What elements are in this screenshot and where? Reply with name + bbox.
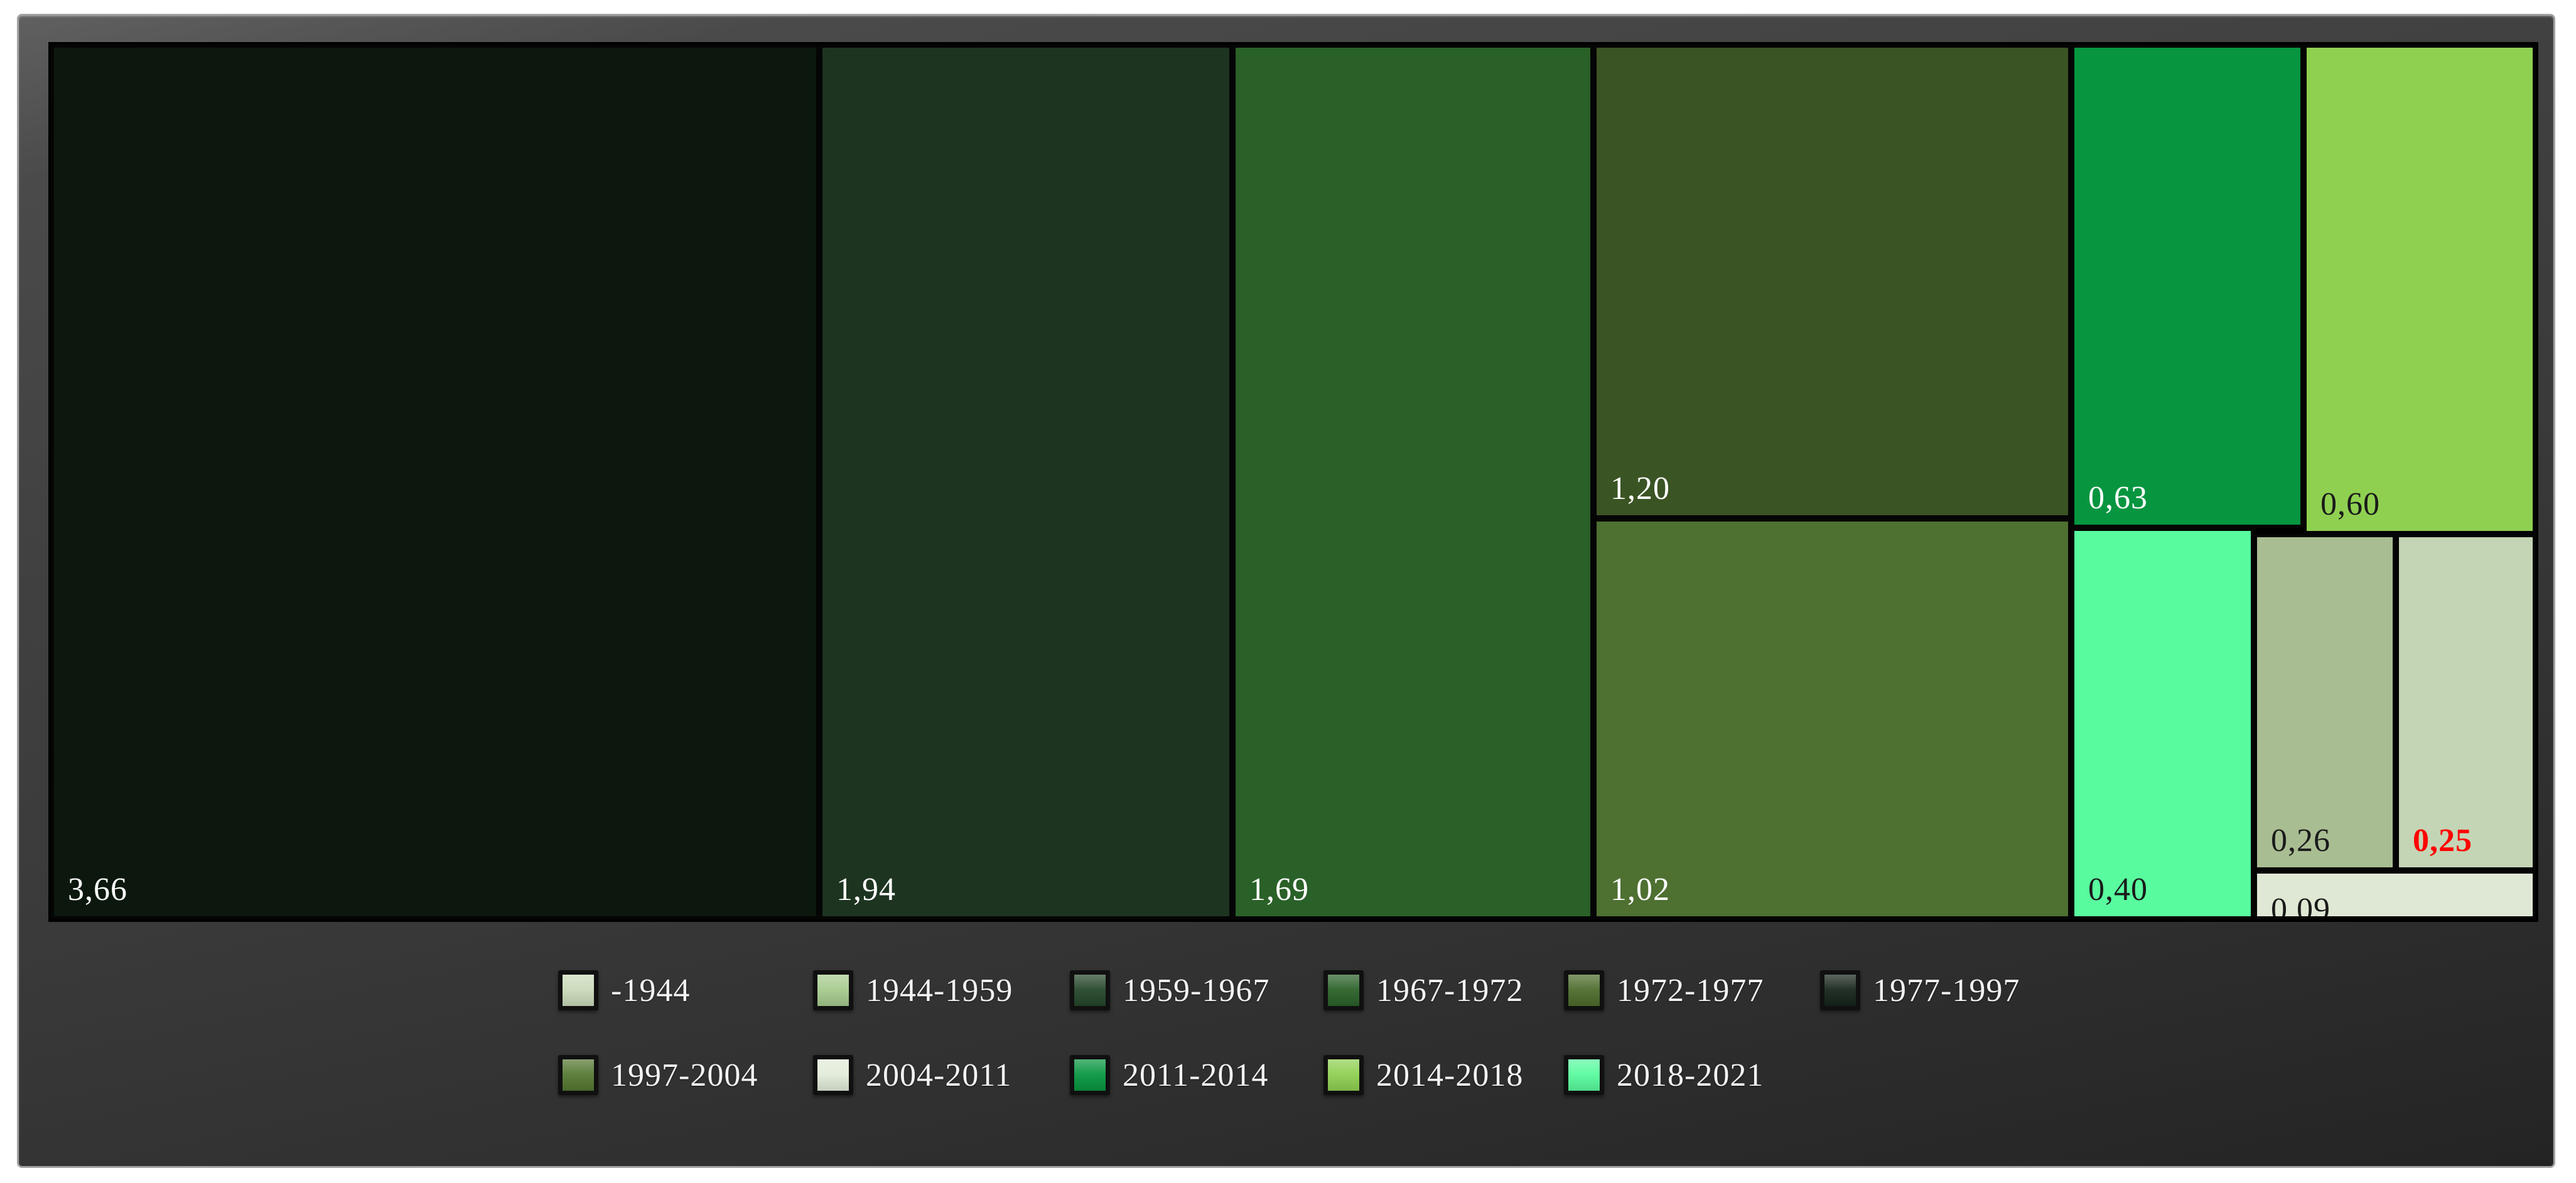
cell-value-label: 0,25 xyxy=(2413,823,2472,859)
legend-item-1977-1997[interactable]: 1977-1997 xyxy=(1820,968,2020,1012)
chart-legend: -1944 1944-1959 1959-1967 1967-1972 1972-197… xyxy=(558,968,2191,1157)
legend-item-2011-2014[interactable]: 2011-2014 xyxy=(1070,1053,1268,1097)
legend-swatch-icon xyxy=(558,970,598,1010)
legend-item-1997-2004[interactable]: 1997-2004 xyxy=(558,1053,758,1097)
legend-item-1959-1967[interactable]: 1959-1967 xyxy=(1070,968,1269,1012)
cell-value-label: 1,69 xyxy=(1249,872,1309,908)
treemap-cell-0-60[interactable]: 0,60 xyxy=(2304,45,2536,534)
legend-label: 1972-1977 xyxy=(1617,972,1764,1009)
treemap-cell-1-20[interactable]: 1,20 xyxy=(1593,45,2071,518)
legend-row-2: 1997-2004 2004-2011 2011-2014 2014-2018 2018… xyxy=(558,1053,2191,1097)
cell-value-label: 0,60 xyxy=(2320,486,2380,523)
legend-item-pre-1944[interactable]: -1944 xyxy=(558,968,690,1012)
treemap-cell-3-66[interactable]: 3,66 xyxy=(51,45,819,919)
treemap-cell-0-26[interactable]: 0,26 xyxy=(2254,534,2396,870)
legend-item-2014-2018[interactable]: 2014-2018 xyxy=(1323,1053,1523,1097)
cell-value-label: 0,40 xyxy=(2088,872,2148,908)
legend-swatch-icon xyxy=(1323,1055,1364,1095)
cell-value-label: 1,02 xyxy=(1610,872,1670,908)
legend-label: 1959-1967 xyxy=(1123,972,1270,1009)
legend-label: 2018-2021 xyxy=(1617,1057,1764,1093)
legend-label: 1977-1997 xyxy=(1873,972,2020,1009)
cell-value-label: 0,09 xyxy=(2271,892,2331,919)
cell-value-label: 3,66 xyxy=(68,872,127,908)
treemap-cell-0-40[interactable]: 0,40 xyxy=(2071,528,2254,919)
treemap-cell-0-25[interactable]: 0,25 xyxy=(2396,534,2536,870)
legend-item-1944-1959[interactable]: 1944-1959 xyxy=(813,968,1013,1012)
legend-swatch-icon xyxy=(558,1055,598,1095)
legend-item-1967-1972[interactable]: 1967-1972 xyxy=(1323,968,1523,1012)
cell-value-label: 0,26 xyxy=(2271,823,2331,859)
treemap-cell-1-94[interactable]: 1,94 xyxy=(819,45,1232,919)
legend-swatch-icon xyxy=(1820,970,1860,1010)
legend-label: -1944 xyxy=(611,972,691,1009)
legend-label: 2014-2018 xyxy=(1376,1057,1524,1093)
legend-swatch-icon xyxy=(1070,1055,1110,1095)
legend-swatch-icon xyxy=(1564,1055,1604,1095)
legend-label: 1997-2004 xyxy=(611,1057,758,1093)
cell-value-label: 0,63 xyxy=(2088,480,2148,517)
legend-item-1972-1977[interactable]: 1972-1977 xyxy=(1564,968,1764,1012)
legend-swatch-icon xyxy=(1070,970,1110,1010)
treemap-cell-1-02[interactable]: 1,02 xyxy=(1593,518,2071,919)
treemap-cell-0-63[interactable]: 0,63 xyxy=(2071,45,2304,528)
legend-item-2004-2011[interactable]: 2004-2011 xyxy=(813,1053,1011,1097)
treemap-cell-0-09[interactable]: 0,09 xyxy=(2254,870,2536,919)
treemap-plot-area: 3,66 1,94 1,69 1,20 1,02 0,63 0,60 0,40 0,26 0,25… xyxy=(48,42,2538,922)
legend-label: 2011-2014 xyxy=(1123,1057,1269,1093)
legend-row-1: -1944 1944-1959 1959-1967 1967-1972 1972-197… xyxy=(558,968,2191,1012)
treemap-cell-1-69[interactable]: 1,69 xyxy=(1232,45,1593,919)
cell-value-label: 1,94 xyxy=(836,872,896,908)
legend-label: 2004-2011 xyxy=(866,1057,1012,1093)
legend-swatch-icon xyxy=(1323,970,1364,1010)
cell-value-label: 1,20 xyxy=(1610,471,1670,507)
legend-swatch-icon xyxy=(813,1055,853,1095)
legend-label: 1944-1959 xyxy=(866,972,1013,1009)
legend-swatch-icon xyxy=(813,970,853,1010)
chart-panel: 3,66 1,94 1,69 1,20 1,02 0,63 0,60 0,40 0,26 0,25… xyxy=(17,14,2555,1168)
legend-label: 1967-1972 xyxy=(1376,972,1524,1009)
legend-swatch-icon xyxy=(1564,970,1604,1010)
legend-item-2018-2021[interactable]: 2018-2021 xyxy=(1564,1053,1764,1097)
